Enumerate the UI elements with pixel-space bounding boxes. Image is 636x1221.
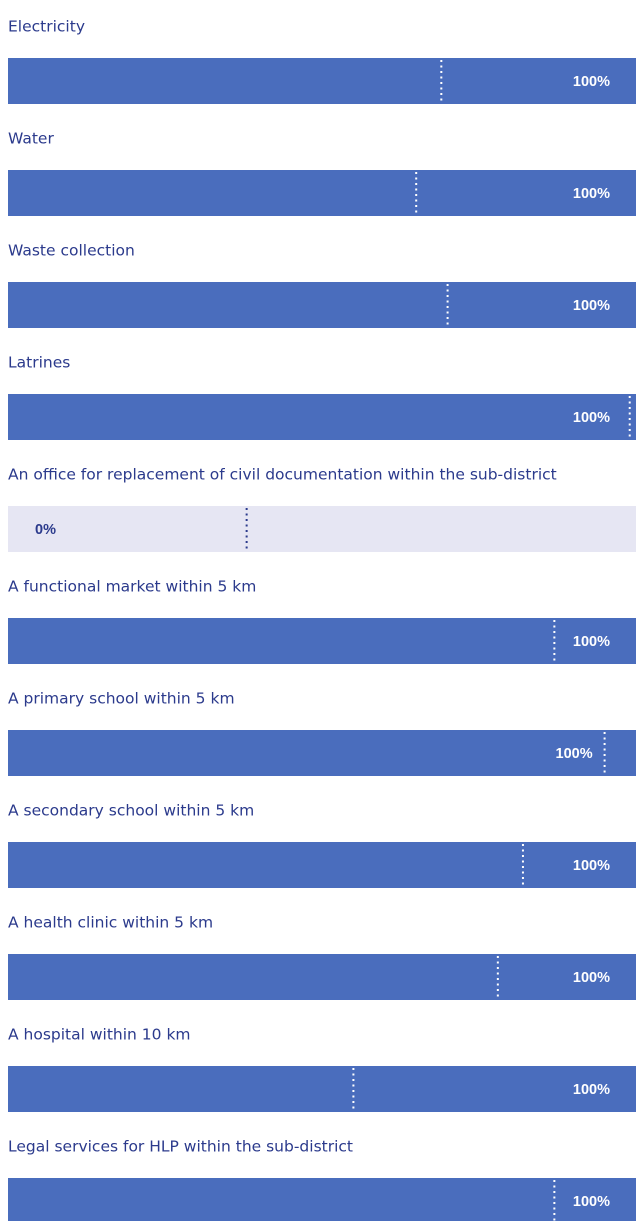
value-label: 100%: [573, 410, 610, 426]
bar: [8, 842, 636, 888]
category-label: A functional market within 5 km: [8, 578, 256, 596]
value-label: 100%: [573, 970, 610, 986]
value-label: 100%: [573, 1082, 610, 1098]
bar-track: [8, 506, 636, 552]
bar: [8, 1178, 636, 1221]
bar: [8, 282, 636, 328]
value-label: 100%: [573, 858, 610, 874]
category-label: A secondary school within 5 km: [8, 802, 254, 820]
value-label: 100%: [573, 298, 610, 314]
value-label: 100%: [573, 634, 610, 650]
category-label: Waste collection: [8, 242, 135, 260]
value-label: 100%: [573, 74, 610, 90]
bar: [8, 954, 636, 1000]
category-label: Legal services for HLP within the sub-di…: [8, 1138, 353, 1156]
value-label: 100%: [573, 186, 610, 202]
bar: [8, 1066, 636, 1112]
value-label: 0%: [35, 522, 56, 538]
bar: [8, 58, 636, 104]
bar: [8, 394, 636, 440]
category-label: Electricity: [8, 18, 85, 36]
bar: [8, 618, 636, 664]
category-label: A hospital within 10 km: [8, 1026, 191, 1044]
value-label: 100%: [556, 746, 593, 762]
category-label: Latrines: [8, 354, 70, 372]
bar: [8, 170, 636, 216]
bar: [8, 730, 636, 776]
category-label: A health clinic within 5 km: [8, 914, 213, 932]
value-label: 100%: [573, 1194, 610, 1210]
category-label: A primary school within 5 km: [8, 690, 235, 708]
category-label: An office for replacement of civil docum…: [8, 466, 557, 484]
category-label: Water: [8, 130, 54, 148]
